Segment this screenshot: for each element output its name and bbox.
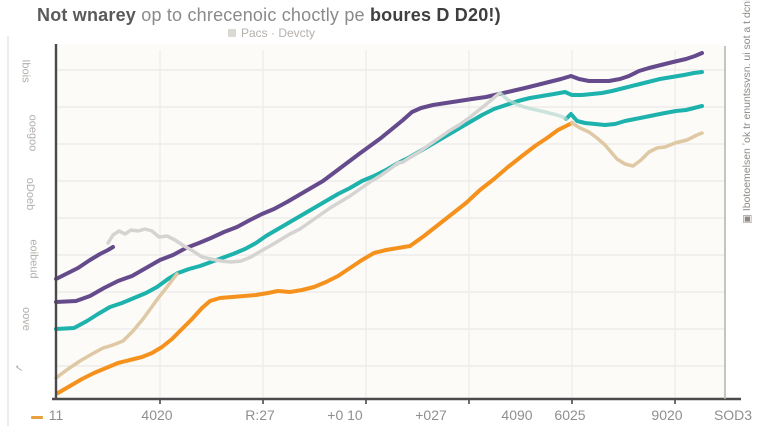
x-tick-label: +0 10 [327,407,363,423]
series-teal-lower-right-segment [564,104,704,127]
chart-title-lead: Not wnarey [37,5,137,25]
panel-left-edge [7,36,9,426]
x-tick-label: 9020 [651,407,683,423]
x-tick-label: 11 [48,407,64,423]
y-tick-label: ooegoo [26,114,39,152]
x-tick-label: +027 [415,407,447,423]
legend: Pacs · Devcty [228,26,315,40]
series-beige-right-segment [570,121,704,168]
x-tick-label: R:27 [245,407,275,423]
series-orange [56,121,574,395]
x-tick-label: 4090 [501,407,533,423]
x-tick-label: 6025 [554,407,586,423]
legend-label: Pacs · Devcty [241,26,316,40]
y-tick-label: eoibeud [27,239,40,279]
chart-title-mid: op to chrecenoic choctly pe [136,5,370,25]
series-gray [106,91,502,264]
x-tick-label: SOD3 [713,407,753,423]
y-tick-label: oove [19,307,32,331]
chart-title: Not wnarey op to chrecenoic choctly pe b… [37,5,501,26]
stray-legend-dash-icon [31,416,43,419]
y-tick-label: oDoeb [24,177,37,211]
chart-title-bold: boures D D20!) [369,5,501,25]
series-gray-teal-fade [498,91,568,121]
series-beige-left-segment [54,272,179,380]
right-axis-caption: ▣ Ibotoemelsen ʼok tr enuntssvsn. ui sot… [741,0,753,224]
legend-swatch-icon [228,29,236,37]
y-tick-label: Ibois [19,59,32,83]
x-tick-label: 4020 [141,407,173,423]
y-tick-label: ✓ [12,363,25,374]
plot-area [56,44,725,399]
series-purple-upper-left-segment [54,245,115,281]
